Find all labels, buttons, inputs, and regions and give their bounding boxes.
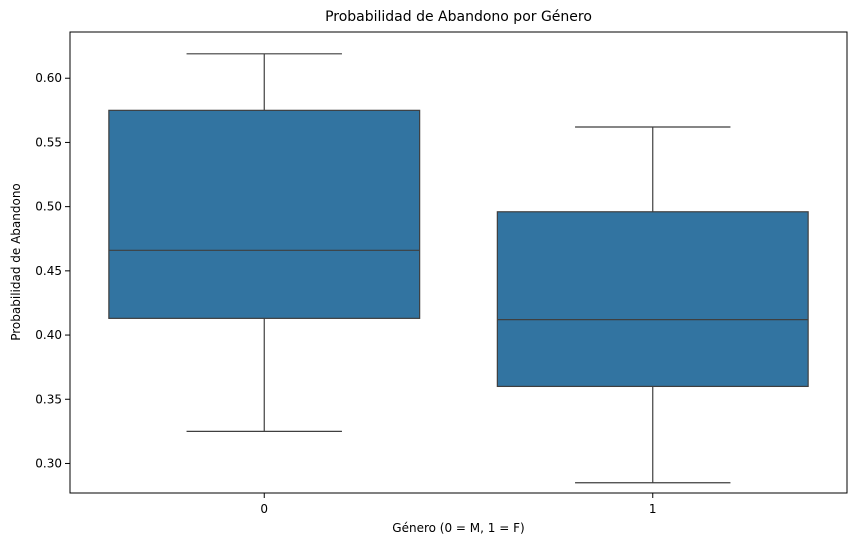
axes-frame (69, 31, 848, 494)
y-tick-label: 0.55 (35, 135, 62, 149)
y-tick-label: 0.30 (35, 456, 62, 470)
y-tick-label: 0.60 (35, 71, 62, 85)
y-tick-label: 0.50 (35, 200, 62, 214)
y-tick-label: 0.40 (35, 328, 62, 342)
y-axis-label: Probabilidad de Abandono (9, 183, 23, 341)
box-1 (496, 211, 809, 388)
y-tick-label: 0.35 (35, 392, 62, 406)
chart-title: Probabilidad de Abandono por Género (325, 9, 592, 25)
box-0 (108, 109, 421, 319)
x-tick-label: 0 (260, 502, 268, 516)
y-axis: 0.30 0.35 0.40 0.45 0.50 0.55 0.60 (35, 71, 70, 470)
x-axis-label: Género (0 = M, 1 = F) (392, 521, 524, 535)
box-group-1 (496, 126, 809, 484)
x-tick-label: 1 (649, 502, 657, 516)
y-tick-label: 0.45 (35, 264, 62, 278)
plot-area (108, 53, 809, 484)
box-group-0 (108, 53, 421, 432)
